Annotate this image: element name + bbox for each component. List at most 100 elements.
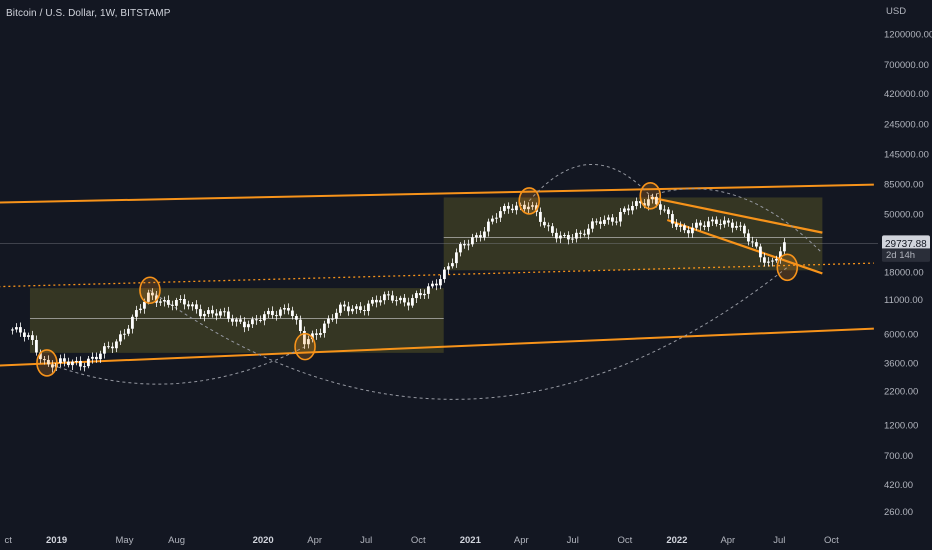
candle-body bbox=[231, 318, 234, 322]
candle-body bbox=[751, 241, 754, 243]
candle-body bbox=[295, 316, 298, 320]
candle-body bbox=[591, 221, 594, 229]
candle-body bbox=[215, 313, 218, 316]
candle-body bbox=[659, 204, 662, 210]
pivot-circle-2 bbox=[139, 276, 161, 305]
pivot-circle-1 bbox=[36, 349, 58, 377]
candle-body bbox=[159, 301, 162, 303]
candle-body bbox=[719, 223, 722, 225]
candle-body bbox=[163, 300, 166, 302]
candle-body bbox=[671, 214, 674, 224]
candle-body bbox=[259, 319, 262, 321]
candle-body bbox=[635, 201, 638, 206]
candle-body bbox=[395, 300, 398, 302]
candle-body bbox=[171, 304, 174, 306]
time-tick-label: 2021 bbox=[460, 535, 482, 546]
candle-body bbox=[443, 269, 446, 280]
candle-body bbox=[531, 205, 534, 207]
candle-body bbox=[271, 310, 274, 316]
candle-body bbox=[139, 308, 142, 311]
time-tick-label: May bbox=[116, 535, 134, 546]
time-tick-label: Jul bbox=[567, 535, 579, 546]
candle-body bbox=[379, 300, 382, 303]
candle-body bbox=[703, 225, 706, 227]
candle-body bbox=[247, 324, 250, 328]
candle-body bbox=[639, 201, 642, 204]
candle-body bbox=[63, 358, 66, 362]
candle-body bbox=[491, 218, 494, 222]
candle-body bbox=[375, 299, 378, 303]
candle-body bbox=[759, 246, 762, 258]
candle-body bbox=[355, 306, 358, 309]
candle-body bbox=[435, 283, 438, 286]
candle-body bbox=[587, 228, 590, 235]
time-tick-label: Apr bbox=[720, 535, 735, 546]
candle-body bbox=[135, 310, 138, 317]
time-tick-label: 2019 bbox=[46, 535, 67, 546]
time-tick-label: Oct bbox=[411, 535, 426, 546]
candle-body bbox=[427, 286, 430, 294]
candle-body bbox=[627, 208, 630, 211]
candle-body bbox=[387, 294, 390, 296]
candle-body bbox=[167, 300, 170, 305]
candle-body bbox=[11, 329, 14, 331]
candle-body bbox=[547, 225, 550, 227]
candle-body bbox=[367, 303, 370, 311]
candle-body bbox=[43, 359, 46, 361]
time-tick-label: ct bbox=[5, 535, 13, 546]
price-tick-label: 3600.00 bbox=[884, 358, 918, 369]
candle-body bbox=[663, 209, 666, 211]
candle-body bbox=[363, 310, 366, 312]
countdown-label: 2d 14h bbox=[886, 250, 915, 261]
candle-body bbox=[235, 319, 238, 322]
candle-body bbox=[47, 359, 50, 365]
lower-channel-line bbox=[0, 327, 874, 367]
candle-body bbox=[143, 301, 146, 309]
candle-body bbox=[683, 225, 686, 231]
candle-body bbox=[551, 226, 554, 233]
candle-body bbox=[311, 333, 314, 340]
candles-layer bbox=[11, 193, 786, 373]
candle-body bbox=[455, 252, 458, 264]
candle-body bbox=[779, 251, 782, 259]
candle-body bbox=[599, 221, 602, 224]
candle-body bbox=[623, 208, 626, 212]
dashed-arc-4 bbox=[650, 188, 823, 254]
candle-body bbox=[31, 335, 34, 340]
candle-body bbox=[715, 219, 718, 224]
candle-body bbox=[319, 333, 322, 335]
candle-body bbox=[511, 208, 514, 211]
candle-body bbox=[739, 225, 742, 227]
candle-body bbox=[743, 225, 746, 234]
candle-body bbox=[415, 293, 418, 299]
candle-body bbox=[755, 242, 758, 247]
time-tick-label: Aug bbox=[168, 535, 185, 546]
candle-body bbox=[347, 306, 350, 312]
candle-body bbox=[239, 319, 242, 322]
candle-body bbox=[423, 293, 426, 296]
candle-body bbox=[615, 221, 618, 223]
candle-body bbox=[343, 304, 346, 307]
dashed-arc-1 bbox=[46, 346, 306, 385]
candle-body bbox=[111, 346, 114, 349]
price-axis-currency: USD bbox=[886, 6, 906, 17]
candle-body bbox=[655, 196, 658, 205]
candle-body bbox=[471, 237, 474, 245]
candle-body bbox=[447, 266, 450, 270]
candle-body bbox=[527, 206, 530, 210]
candle-body bbox=[303, 331, 306, 345]
price-tick-label: 700000.00 bbox=[884, 60, 929, 71]
candle-body bbox=[51, 364, 54, 368]
price-tick-label: 2200.00 bbox=[884, 386, 918, 397]
candle-body bbox=[579, 232, 582, 234]
candle-body bbox=[23, 332, 26, 337]
candle-body bbox=[399, 297, 402, 301]
candle-body bbox=[371, 299, 374, 304]
price-tick-label: 11000.00 bbox=[884, 295, 923, 306]
candle-body bbox=[603, 219, 606, 224]
candle-body bbox=[131, 316, 134, 329]
candle-body bbox=[403, 297, 406, 303]
range-boxes-layer bbox=[29, 197, 823, 353]
